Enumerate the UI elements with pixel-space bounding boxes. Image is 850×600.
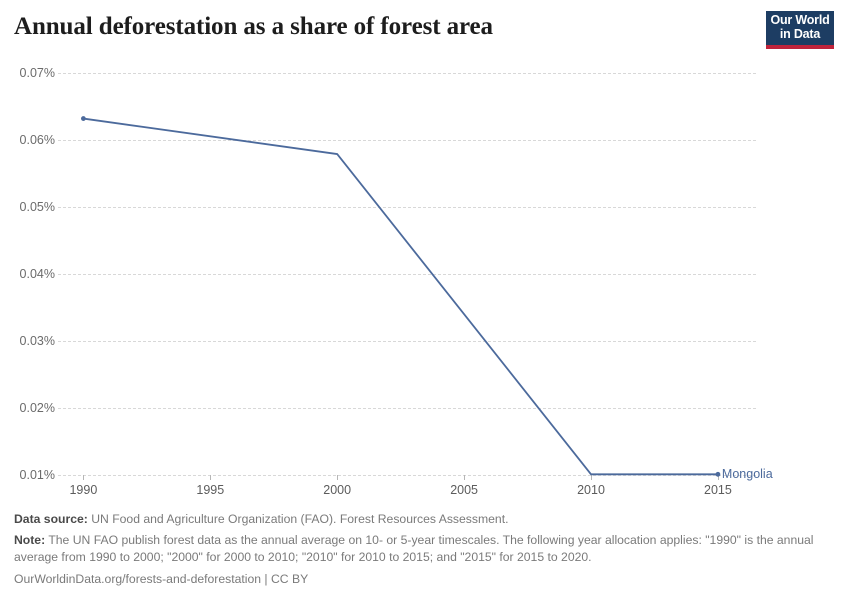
series-label-mongolia[interactable]: Mongolia xyxy=(721,467,773,482)
y-axis-label: 0.01% xyxy=(19,468,55,482)
page-title: Annual deforestation as a share of fores… xyxy=(14,13,493,40)
footer-note: Note: The UN FAO publish forest data as … xyxy=(14,532,826,566)
x-axis-label: 2015 xyxy=(704,483,732,497)
plot-area: 0.07% 0.06% 0.05% 0.04% 0.03% 0.02% 0.01% 1990… xyxy=(0,55,850,497)
x-axis-label: 2000 xyxy=(323,483,352,497)
footer-note-label: Note: xyxy=(14,533,46,547)
footer-data-source: Data source: UN Food and Agriculture Org… xyxy=(14,511,826,528)
y-axis-label: 0.02% xyxy=(19,401,55,415)
x-axis-label: 2005 xyxy=(450,483,478,497)
y-axis-label: 0.05% xyxy=(19,200,55,214)
logo-text: Our World in Data xyxy=(770,13,830,41)
x-axis-label: 1990 xyxy=(69,483,98,497)
gridline-0.03 xyxy=(58,341,756,342)
y-axis-label: 0.04% xyxy=(19,267,55,281)
series-line-chart xyxy=(80,116,721,477)
gridline-0.04 xyxy=(58,274,756,275)
x-axis-tick xyxy=(591,475,593,480)
gridline-0.05 xyxy=(58,207,756,208)
x-axis-tick xyxy=(83,475,85,480)
x-axis-tick xyxy=(717,475,719,480)
x-axis-tick xyxy=(464,475,466,480)
y-axis-label: 0.06% xyxy=(19,133,55,147)
footer-note-text: The UN FAO publish forest data as the an… xyxy=(14,533,814,564)
series-start-marker xyxy=(80,116,86,121)
series-line-mongolia[interactable] xyxy=(82,117,719,476)
x-axis-label: 2010 xyxy=(577,483,605,497)
x-axis-tick xyxy=(210,475,212,480)
x-axis-label: 1995 xyxy=(196,483,225,497)
footer-source-link[interactable]: OurWorldinData.org/forests-and-deforesta… xyxy=(14,572,309,586)
gridline-0.06 xyxy=(58,140,756,141)
gridline-0.01 xyxy=(58,475,756,476)
y-axis-label: 0.03% xyxy=(19,334,55,348)
gridline-0.02 xyxy=(58,408,756,409)
our-world-in-data-logo[interactable]: Our World in Data xyxy=(766,11,834,49)
footer-data-source-label: Data source: xyxy=(14,512,88,526)
y-axis-label: 0.07% xyxy=(19,66,55,80)
gridline-0.07 xyxy=(58,73,756,74)
logo-stripe xyxy=(766,45,834,49)
logo-box: Our World in Data xyxy=(766,11,834,45)
series-end-marker xyxy=(715,471,721,477)
chart-footer: Data source: UN Food and Agriculture Org… xyxy=(14,511,826,588)
footer-data-source-text: UN Food and Agriculture Organization (FA… xyxy=(87,512,509,526)
x-axis-tick xyxy=(337,475,339,480)
